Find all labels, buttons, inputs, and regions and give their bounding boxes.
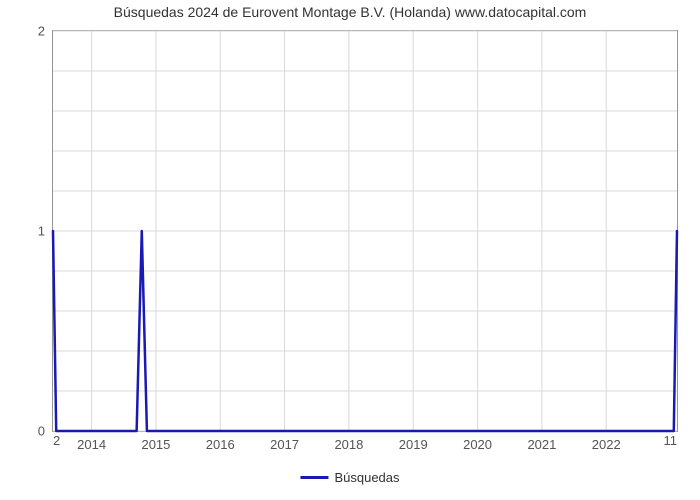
x-tick-label: 2021 [527, 431, 556, 452]
x-tick-label: 2022 [592, 431, 621, 452]
x-tick-label: 2018 [334, 431, 363, 452]
legend: Búsquedas [300, 470, 399, 485]
y-tick-label: 0 [38, 424, 53, 439]
x-tick-label: 2019 [399, 431, 428, 452]
y-tick-label: 1 [38, 224, 53, 239]
corner-label-right: 11 [664, 431, 678, 448]
x-tick-label: 2014 [77, 431, 106, 452]
series-line [53, 31, 677, 431]
legend-label: Búsquedas [334, 470, 399, 485]
legend-swatch [300, 476, 328, 479]
corner-label-left: 2 [53, 431, 60, 448]
plot-area: 2 11 01220142015201620172018201920202021… [52, 30, 678, 432]
x-tick-label: 2016 [206, 431, 235, 452]
y-tick-label: 2 [38, 24, 53, 39]
x-tick-label: 2017 [270, 431, 299, 452]
chart-container: { "title": { "text": "Búsquedas 2024 de … [0, 0, 700, 500]
x-tick-label: 2015 [141, 431, 170, 452]
x-tick-label: 2020 [463, 431, 492, 452]
chart-title: Búsquedas 2024 de Eurovent Montage B.V. … [0, 4, 700, 20]
